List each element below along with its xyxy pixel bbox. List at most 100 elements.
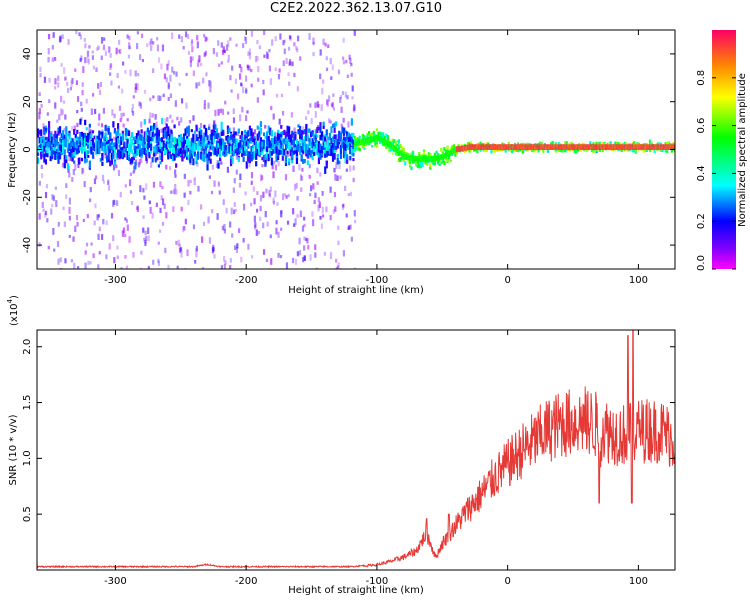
spectrogram-cell: [291, 147, 294, 154]
spectrogram-cell: [77, 157, 80, 165]
spectrogram-cell: [211, 144, 214, 151]
spectrogram-cell: [99, 158, 102, 162]
spectrogram-x-label: Height of straight line (km): [288, 285, 424, 296]
spectrogram-cell: [220, 121, 223, 129]
spectrogram-cell: [324, 141, 327, 148]
spectrogram-noise-cell: [52, 228, 55, 235]
spectrogram-core-cell: [454, 147, 457, 153]
spectrogram-noise-cell: [38, 180, 41, 186]
spectrogram-cell: [203, 155, 206, 162]
spectrogram-noise-cell: [111, 109, 114, 116]
spectrogram-core-cell: [446, 151, 449, 158]
spectrogram-cell: [236, 150, 239, 156]
spectrogram-cell: [320, 146, 324, 154]
spectrogram-noise-cell: [233, 177, 236, 184]
spectrogram-cell: [192, 143, 195, 149]
spectrogram-core-cell: [368, 137, 371, 143]
spectrogram-cell: [389, 147, 393, 152]
spectrogram-noise-cell: [261, 175, 264, 180]
spectrogram-cell: [171, 145, 175, 153]
spectrogram-noise-cell: [76, 122, 79, 127]
spectrogram-cell: [63, 163, 66, 169]
spectrogram-cell: [181, 153, 184, 162]
spectrogram-noise-cell: [219, 108, 222, 114]
spectrogram-cell: [104, 142, 107, 148]
spectrogram-cell: [46, 150, 49, 158]
spectrogram-cell: [313, 141, 316, 149]
spectrogram-cell: [346, 156, 349, 164]
spectrogram-noise-cell: [269, 78, 272, 85]
spectrogram-noise-cell: [332, 209, 335, 214]
spectrogram-cell: [164, 130, 167, 139]
spectrogram-noise-cell: [265, 188, 268, 194]
spectrogram-cell: [270, 143, 273, 147]
spectrogram-noise-cell: [154, 150, 158, 156]
spectrogram-noise-cell: [315, 267, 318, 269]
spectrogram-cell: [181, 141, 184, 149]
spectrogram-noise-cell: [174, 169, 177, 175]
spectrogram-cell: [379, 131, 382, 135]
spectrogram-noise-cell: [225, 207, 228, 214]
snr-y-tick-label: 2.0: [22, 339, 33, 355]
spectrogram-cell: [187, 144, 190, 149]
spectrogram-cell: [91, 152, 95, 156]
spectrogram-cell: [361, 144, 364, 149]
spectrogram-noise-cell: [254, 224, 257, 230]
spectrogram-cell: [400, 156, 404, 160]
spectrogram-noise-cell: [55, 200, 58, 207]
spectrogram-cell: [261, 156, 264, 161]
spectrogram-noise-cell: [311, 211, 314, 217]
spectrogram-core-cell: [487, 144, 490, 150]
spectrogram-cell: [371, 132, 374, 137]
spectrogram-core-cell: [619, 144, 622, 150]
spectrogram-cell: [416, 162, 419, 165]
spectrogram-noise-cell: [57, 221, 60, 227]
spectrogram-cell: [115, 152, 118, 159]
spectrogram-core-cell: [633, 144, 636, 150]
spectrogram-cell: [408, 161, 412, 165]
spectrogram-cell: [206, 142, 209, 149]
spectrogram-cell: [349, 155, 352, 161]
spectrogram-core-cell: [658, 144, 661, 150]
spectrogram-noise-cell: [54, 102, 57, 109]
spectrogram-core-cell: [623, 144, 626, 150]
spectrogram-cell: [110, 160, 113, 165]
spectrogram-core-cell: [418, 156, 421, 162]
spectrogram-noise-cell: [335, 267, 338, 269]
spectrogram-noise-cell: [209, 86, 212, 93]
spectrogram-cell: [415, 161, 418, 166]
spectrogram-noise-cell: [171, 32, 174, 39]
spectrogram-cell: [319, 125, 322, 134]
spectrogram-noise-cell: [309, 103, 312, 108]
spectrogram-cell: [215, 128, 219, 134]
spectrogram-noise-cell: [71, 77, 74, 84]
spectrogram-cell: [168, 141, 171, 150]
spectrogram-cell: [135, 138, 139, 144]
spectrogram-cell: [441, 158, 444, 162]
spectrogram-cell: [99, 131, 102, 135]
spectrogram-cell: [93, 144, 96, 149]
spectrogram-cell: [167, 152, 170, 160]
spectrogram-core-cell: [528, 144, 531, 150]
spectrogram-cell: [38, 137, 41, 144]
spectrogram-cell: [44, 127, 48, 132]
spectrogram-cell: [73, 129, 76, 135]
spectrogram-cell: [289, 145, 292, 153]
spectrogram-noise-cell: [82, 66, 85, 73]
spectrogram-cell: [342, 152, 346, 159]
spectrogram-noise-cell: [138, 101, 141, 107]
spectrogram-noise-cell: [289, 36, 292, 41]
spectrogram-y-tick-label: 20: [22, 95, 33, 108]
spectrogram-cell: [236, 143, 239, 149]
spectrogram-cell: [411, 150, 415, 156]
spectrogram-noise-cell: [219, 159, 223, 165]
spectrogram-noise-cell: [222, 46, 225, 53]
spectrogram-noise-cell: [248, 52, 252, 60]
spectrogram-cell: [184, 151, 187, 157]
spectrogram-cell: [60, 138, 63, 143]
spectrogram-core-cell: [473, 144, 476, 150]
spectrogram-core-cell: [576, 144, 579, 150]
spectrogram-core-cell: [385, 139, 388, 146]
spectrogram-noise-cell: [268, 193, 271, 198]
spectrogram-noise-cell: [229, 221, 232, 228]
